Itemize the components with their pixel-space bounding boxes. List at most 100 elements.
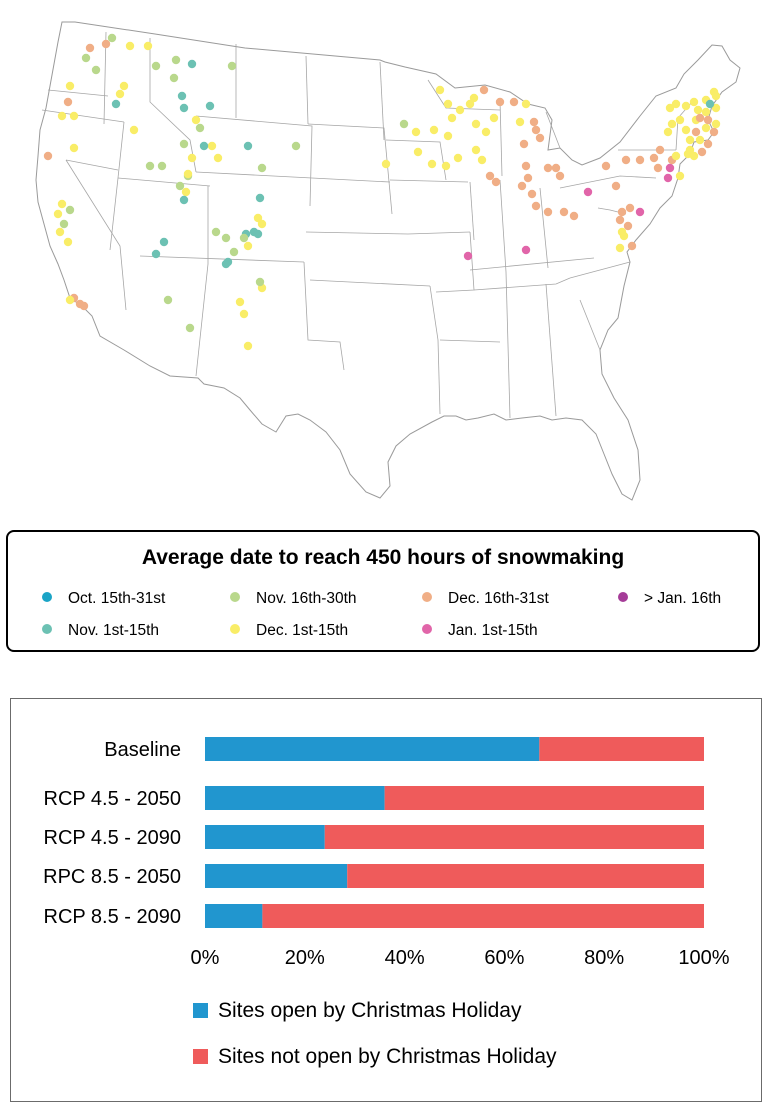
ski-site-marker (177, 91, 187, 101)
ski-site-marker (187, 59, 197, 69)
ski-site-marker (667, 119, 677, 129)
category-label: Baseline (104, 739, 181, 761)
ski-site-marker (227, 61, 237, 71)
ski-site-marker (559, 207, 569, 217)
ski-site-marker (703, 115, 713, 125)
ski-site-marker (435, 85, 445, 95)
ski-site-marker (671, 99, 681, 109)
x-tick-label: 40% (385, 947, 425, 969)
ski-site-marker (191, 115, 201, 125)
ski-site-marker (583, 187, 593, 197)
ski-site-marker (125, 41, 135, 51)
ski-site-marker (243, 341, 253, 351)
ski-site-marker (179, 195, 189, 205)
ski-site-marker (413, 147, 423, 157)
ski-site-marker (623, 221, 633, 231)
x-tick-label: 60% (484, 947, 524, 969)
ski-site-marker (243, 141, 253, 151)
ski-site-marker (65, 295, 75, 305)
legend-item-dec-1-15: Dec. 1st-15th (230, 622, 348, 640)
ski-site-marker (535, 133, 545, 143)
ski-site-marker (611, 181, 621, 191)
ski-site-marker (157, 161, 167, 171)
ski-site-marker (709, 127, 719, 137)
ski-site-marker (701, 123, 711, 133)
ski-site-marker (145, 161, 155, 171)
legend-item-dec-16-31: Dec. 16th-31st (422, 590, 549, 608)
ski-site-marker (447, 113, 457, 123)
ski-site-marker (463, 251, 473, 261)
ski-site-marker (63, 237, 73, 247)
ski-site-marker (517, 181, 527, 191)
ski-site-marker (179, 103, 189, 113)
us-border (35, 21, 741, 501)
ski-site-marker (213, 153, 223, 163)
ski-site-marker (527, 189, 537, 199)
ski-site-marker (705, 99, 715, 109)
ski-site-marker (151, 249, 161, 259)
ski-site-marker (195, 123, 205, 133)
ski-site-marker (663, 127, 673, 137)
ski-site-marker (253, 213, 263, 223)
legend-dot-icon (230, 592, 240, 602)
ski-site-marker (695, 135, 705, 145)
ski-site-marker (615, 215, 625, 225)
ski-site-marker (543, 207, 553, 217)
ski-site-marker (465, 99, 475, 109)
ski-site-marker (635, 207, 645, 217)
ski-site-marker (399, 119, 409, 129)
ski-site-marker (255, 277, 265, 287)
ski-site-marker (703, 139, 713, 149)
ski-site-marker (443, 99, 453, 109)
ski-site-marker (523, 173, 533, 183)
bar-legend-swatch-not-open (193, 1049, 208, 1064)
ski-site-marker (529, 117, 539, 127)
ski-site-marker (187, 153, 197, 163)
ski-site-marker (429, 125, 439, 135)
ski-site-marker (685, 135, 695, 145)
us-ski-area-map (0, 0, 770, 510)
ski-site-marker (107, 33, 117, 43)
ski-site-marker (205, 101, 215, 111)
ski-site-marker (253, 229, 263, 239)
ski-site-marker (441, 161, 451, 171)
ski-site-marker (555, 171, 565, 181)
legend-item-nov-16-30: Nov. 16th-30th (230, 590, 357, 608)
legend-item-jan-1-15: Jan. 1st-15th (422, 622, 538, 640)
legend-item-nov-1-15: Nov. 1st-15th (42, 622, 159, 640)
ski-site-marker (471, 119, 481, 129)
ski-site-marker (521, 245, 531, 255)
bar-segment-open (205, 825, 325, 849)
ski-site-marker (239, 309, 249, 319)
ski-site-marker (711, 103, 721, 113)
ski-site-marker (57, 111, 67, 121)
ski-site-marker (43, 151, 53, 161)
ski-site-marker (235, 297, 245, 307)
ski-site-marker (477, 155, 487, 165)
ski-site-marker (519, 139, 529, 149)
ski-site-marker (471, 145, 481, 155)
ski-site-marker (221, 259, 231, 269)
ski-site-marker (291, 141, 301, 151)
ski-site-marker (211, 227, 221, 237)
ski-site-marker (91, 65, 101, 75)
ski-site-marker (163, 295, 173, 305)
ski-site-marker (695, 113, 705, 123)
ski-site-marker (697, 147, 707, 157)
ski-site-marker (485, 171, 495, 181)
ski-site-marker (675, 171, 685, 181)
ski-site-marker (655, 145, 665, 155)
bar-legend-open: Sites open by Christmas Holiday (193, 999, 521, 1023)
category-label: RCP 4.5 - 2090 (44, 827, 182, 849)
ski-site-marker (671, 151, 681, 161)
ski-site-marker (119, 81, 129, 91)
legend-dot-icon (42, 592, 52, 602)
ski-site-marker (221, 233, 231, 243)
ski-site-marker (625, 203, 635, 213)
ski-site-marker (179, 139, 189, 149)
legend-item-after-jan-16: > Jan. 16th (618, 590, 721, 608)
ski-site-marker (649, 153, 659, 163)
ski-site-marker (681, 125, 691, 135)
bar-segment-not-open (324, 825, 704, 849)
bar-segment-open (205, 737, 540, 761)
